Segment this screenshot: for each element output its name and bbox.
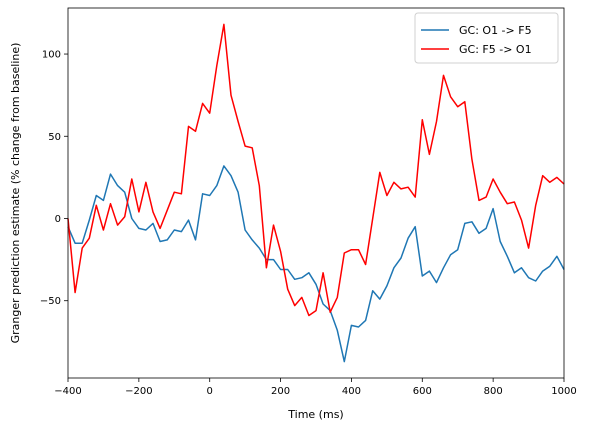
legend-label-2: GC: F5 -> O1	[459, 43, 532, 56]
x-tick-label: 400	[342, 386, 361, 397]
legend-box	[414, 12, 559, 64]
x-tick-label: 800	[484, 386, 503, 397]
plot-background	[68, 8, 564, 378]
legend: GC: O1 -> F5 GC: F5 -> O1	[414, 12, 559, 64]
y-tick-label: 0	[55, 214, 61, 225]
legend-label-1: GC: O1 -> F5	[459, 24, 532, 37]
y-tick-label: 100	[42, 50, 61, 61]
y-axis-ticks: −50 0 50 100	[40, 50, 68, 307]
y-axis-label: Granger prediction estimate (% change fr…	[9, 43, 22, 344]
x-tick-label: 0	[207, 386, 213, 397]
x-tick-label: 1000	[551, 386, 576, 397]
x-axis-label: Time (ms)	[287, 408, 343, 421]
x-tick-label: 600	[413, 386, 432, 397]
x-tick-label: 200	[271, 386, 290, 397]
series-line-2	[67, 23, 565, 317]
y-tick-label: 50	[48, 132, 61, 143]
plot-frame	[67, 7, 565, 379]
series-line-1	[67, 165, 565, 363]
x-axis-ticks: −400 −200 0 200 400 600 800 1000	[54, 378, 577, 397]
x-tick-label: −400	[54, 386, 81, 397]
x-tick-label: −200	[125, 386, 152, 397]
y-tick-label: −50	[40, 296, 61, 307]
series-lines	[67, 23, 565, 363]
